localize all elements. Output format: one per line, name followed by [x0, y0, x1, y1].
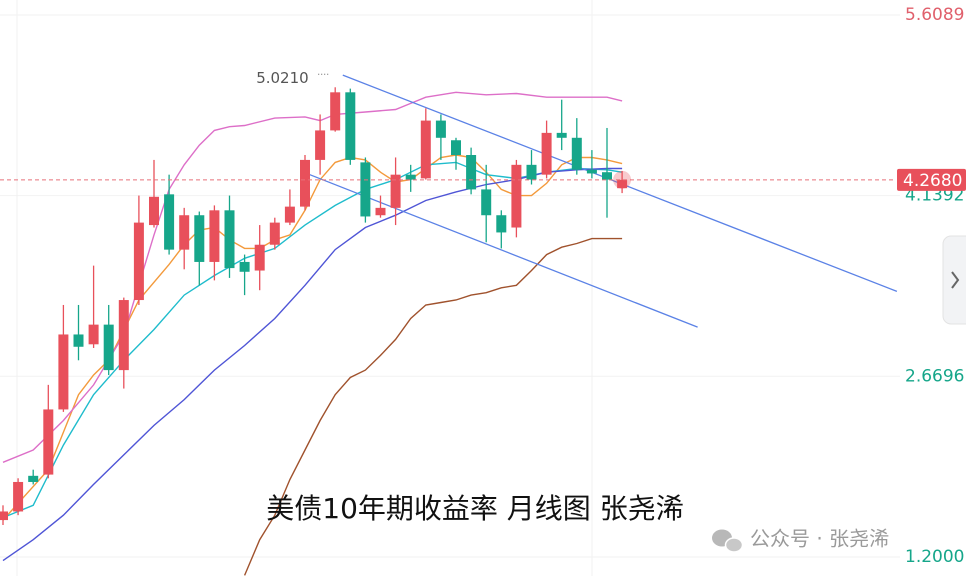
candle-body — [254, 244, 265, 271]
candle-body — [315, 130, 326, 160]
candle-body — [88, 324, 99, 345]
watermark: 公众号 · 张尧浠 — [750, 527, 889, 551]
candle-body — [269, 222, 280, 245]
candle-body — [481, 189, 492, 216]
candle-body — [511, 164, 522, 228]
candle-body — [103, 324, 114, 371]
last-price-glow — [613, 170, 632, 189]
candle-body — [586, 169, 597, 174]
candle-body — [300, 159, 310, 207]
candle-body — [466, 155, 477, 190]
candle-body — [209, 210, 220, 262]
candle-body — [13, 481, 24, 512]
candle-body — [345, 92, 356, 160]
candle-body — [179, 215, 190, 250]
y-tick-label: 2.6696 — [905, 366, 964, 386]
chart-title: 美债10年期收益率 月线图 张尧浠 — [266, 492, 683, 525]
candle-body — [405, 174, 416, 180]
candle-body — [28, 475, 39, 482]
candle-body — [617, 179, 628, 189]
candle-body — [239, 261, 250, 272]
last-price-label: 4.2680 — [903, 171, 962, 191]
candle-body — [0, 511, 8, 521]
candle-body — [571, 137, 582, 170]
candle-body — [496, 215, 507, 233]
candle-body — [375, 207, 386, 216]
ma-line — [243, 237, 623, 576]
candle-body — [194, 215, 205, 262]
candle-body — [133, 222, 144, 301]
candle-body — [330, 92, 341, 131]
candle-body — [556, 132, 567, 138]
candle-body — [284, 206, 295, 223]
side-expand-button[interactable] — [942, 235, 966, 325]
candle-body — [360, 162, 371, 217]
watermark-icon — [712, 529, 744, 553]
candle-body — [149, 196, 159, 226]
candle-body — [164, 194, 175, 250]
candle-body — [451, 140, 461, 156]
y-tick-label: 5.6089 — [905, 5, 964, 25]
candle-body — [602, 172, 612, 180]
ma-line — [2, 91, 623, 463]
high-annotation: 5.0210 — [256, 69, 309, 87]
plot: 5.0210 — [0, 14, 900, 576]
candle-body — [420, 120, 431, 179]
last-price-box — [897, 168, 966, 191]
candle-body — [526, 164, 537, 180]
y-tick-label: 1.2000 — [905, 547, 964, 567]
candle-body — [118, 300, 129, 371]
candle-body — [390, 174, 401, 208]
candle-body — [73, 334, 84, 347]
candle-body — [224, 210, 235, 269]
candle-body — [541, 132, 552, 175]
candle-body — [43, 409, 54, 475]
candle-body — [58, 334, 69, 410]
candle-body — [435, 120, 446, 138]
